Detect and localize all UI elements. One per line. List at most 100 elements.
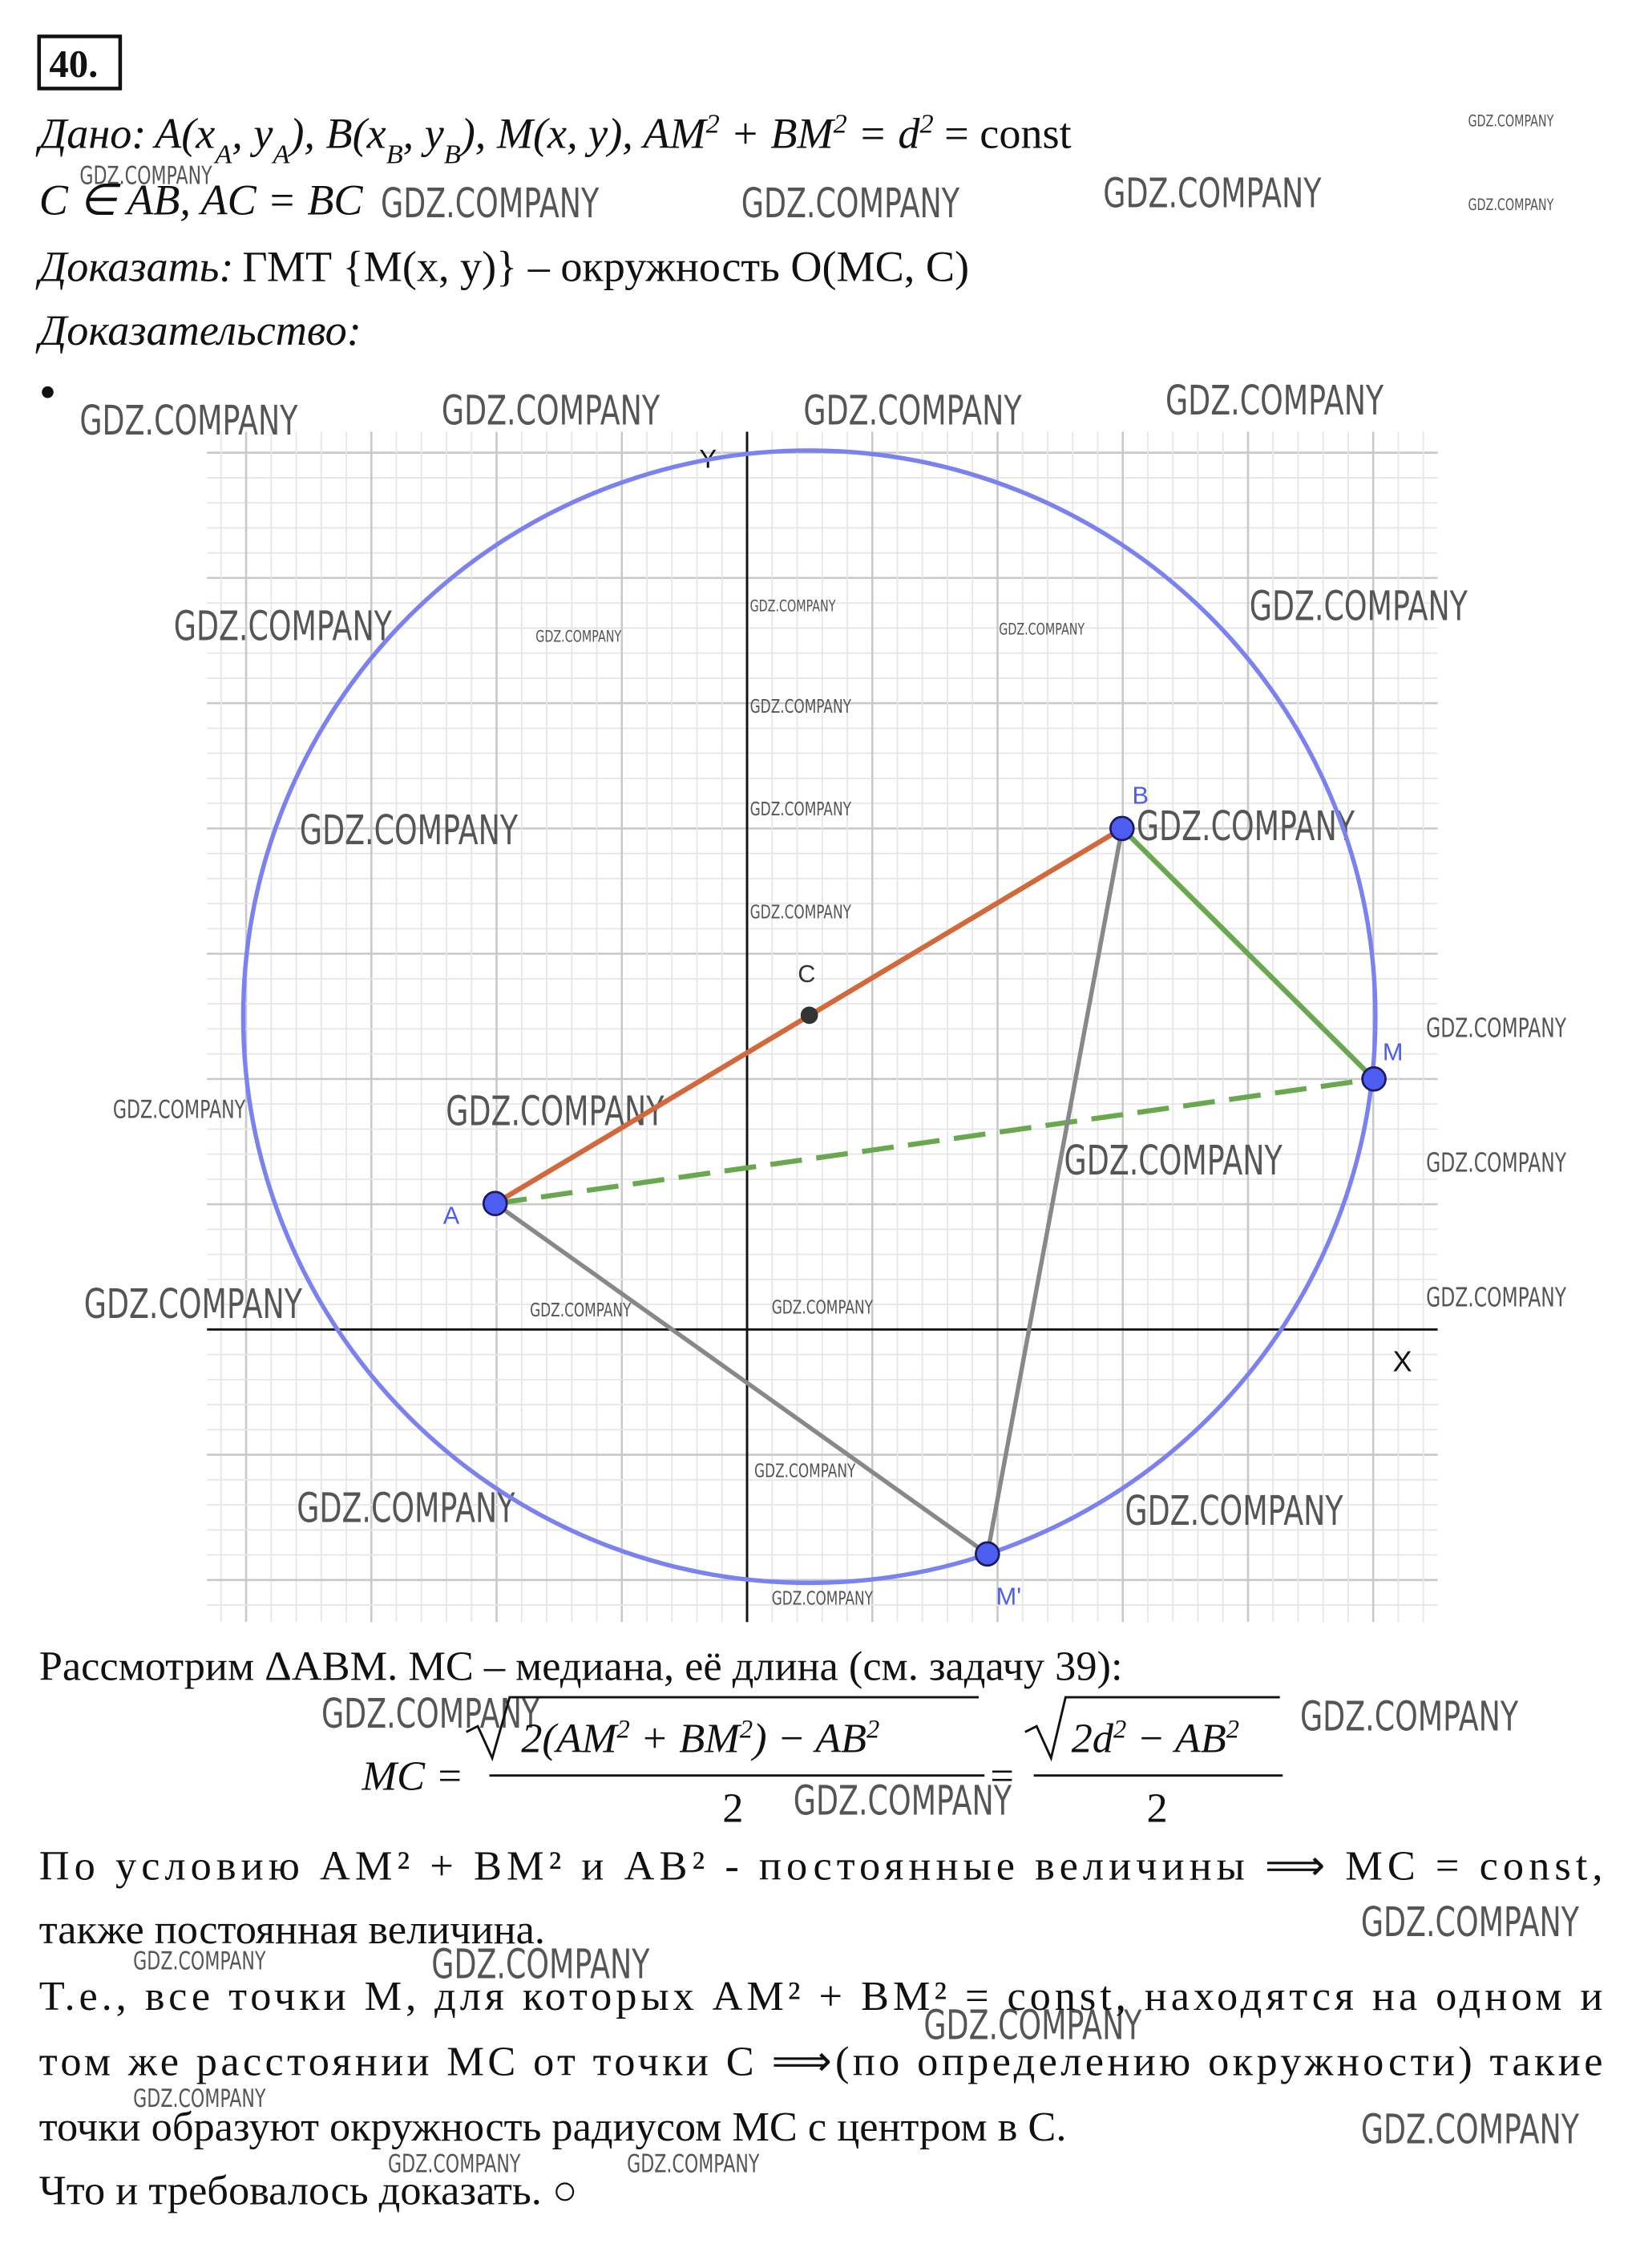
bullet: • [39, 366, 56, 420]
denominator: 2 [722, 1785, 743, 1831]
given-line1: Дано: A(xA, yA), B(xB, yB), M(x, y), AM2 … [35, 108, 1072, 169]
math: ), B(x [287, 109, 386, 157]
watermark: GDZ.COMPANY [627, 2150, 760, 2179]
watermark: GDZ.COMPANY [133, 1947, 266, 1976]
watermark: GDZ.COMPANY [741, 180, 959, 228]
watermark: GDZ.COMPANY [1426, 1013, 1567, 1044]
math: , y [403, 109, 445, 157]
watermark: GDZ.COMPANY [750, 597, 836, 616]
math: 2 [706, 108, 720, 139]
math: 2 [616, 1716, 629, 1744]
proof-label: Доказательство: [35, 306, 362, 354]
math: ) − AB [750, 1716, 866, 1762]
watermark: GDZ.COMPANY [1468, 112, 1553, 131]
problem-number: 40. [49, 42, 98, 86]
grid [207, 431, 1438, 1623]
watermark: GDZ.COMPANY [1361, 1899, 1579, 1947]
watermark: GDZ.COMPANY [79, 162, 212, 191]
math: 2(AM [521, 1716, 620, 1762]
segment-bm-prime [985, 827, 1125, 1554]
watermark: GDZ.COMPANY [803, 388, 1021, 435]
watermark: GDZ.COMPANY [388, 2150, 521, 2179]
watermark: GDZ.COMPANY [381, 180, 599, 228]
math: ), M(x, y), AM [458, 109, 709, 157]
watermark: GDZ.COMPANY [772, 1296, 874, 1319]
paragraph-line: Т.е., все точки M, для которых AM² + BM²… [39, 1973, 1603, 2019]
watermark: GDZ.COMPANY [297, 1486, 515, 1533]
math: + BM [630, 1716, 742, 1762]
numerator: 2d2 − AB2 [1072, 1716, 1239, 1762]
point-label: M [1383, 1037, 1404, 1065]
math: B [444, 139, 461, 169]
math: 2 [919, 108, 933, 139]
watermark: GDZ.COMPANY [923, 2002, 1141, 2049]
watermark: GDZ.COMPANY [79, 398, 297, 445]
sqrt-sign [465, 1696, 979, 1762]
watermark: GDZ.COMPANY [321, 1691, 539, 1738]
paragraph-line: точки образуют окружность радиусом MC с … [39, 2104, 1067, 2150]
math: = const [934, 109, 1072, 157]
axis-label: X [1393, 1345, 1412, 1378]
point-label: B [1132, 782, 1148, 810]
point [800, 1006, 818, 1025]
prove-label: Доказать: [35, 243, 234, 291]
denominator: 2 [1147, 1785, 1168, 1831]
segment-bm [1120, 827, 1376, 1081]
point [975, 1541, 1000, 1567]
watermark: GDZ.COMPANY [431, 1942, 649, 1989]
math: 2 [834, 108, 847, 139]
watermark: GDZ.COMPANY [300, 807, 518, 855]
watermark: GDZ.COMPANY [446, 1089, 664, 1136]
watermark: GDZ.COMPANY [1361, 2107, 1579, 2154]
math: A [271, 139, 290, 169]
watermark: GDZ.COMPANY [442, 388, 660, 435]
watermark: GDZ.COMPANY [1137, 803, 1355, 851]
math: = d [847, 109, 921, 157]
point [1361, 1066, 1387, 1092]
watermark: GDZ.COMPANY [750, 901, 852, 924]
watermark: GDZ.COMPANY [84, 1281, 302, 1328]
formula-lhs: MC = [362, 1753, 464, 1800]
math: B [386, 139, 403, 169]
watermark: GDZ.COMPANY [113, 1096, 246, 1125]
formula: MC = 2(AM2 + BM2) − AB2 2 = 2d2 − AB2 2 [362, 1696, 1283, 1831]
watermark: GDZ.COMPANY [1064, 1138, 1283, 1185]
point [482, 1191, 508, 1217]
watermark: GDZ.COMPANY [1300, 1694, 1518, 1741]
point-label: C [798, 960, 815, 988]
paragraph-line: По условию AM² + BM² и AB² - постоянные … [39, 1843, 1603, 1890]
math: − AB [1126, 1716, 1226, 1762]
number-box [37, 34, 123, 91]
watermark: GDZ.COMPANY [535, 628, 621, 646]
watermark: GDZ.COMPANY [772, 1587, 874, 1610]
diagram: X Y A B C M M' [207, 431, 1438, 1623]
math: 2 [1226, 1716, 1239, 1744]
segment-am [495, 1076, 1375, 1207]
watermark: GDZ.COMPANY [794, 1778, 1012, 1825]
math: , y [232, 109, 273, 157]
watermark: GDZ.COMPANY [754, 1460, 856, 1482]
segment-am-prime [494, 1201, 989, 1556]
watermark: GDZ.COMPANY [1426, 1148, 1567, 1178]
math: 2d [1072, 1716, 1114, 1762]
paragraph: Рассмотрим ΔABM. MC – медиана, её длина … [39, 1643, 1123, 1689]
math: A(x [152, 109, 215, 157]
watermarks: GDZ.COMPANY GDZ.COMPANY GDZ.COMPANY GDZ.COM… [79, 112, 1579, 2178]
watermark: GDZ.COMPANY [1125, 1488, 1343, 1535]
given-label: Дано: [35, 109, 147, 157]
watermark: GDZ.COMPANY [133, 2085, 266, 2114]
given-line2: C ∈ AB, AC = BC [39, 176, 364, 224]
equals: = [990, 1753, 1014, 1800]
watermark: GDZ.COMPANY [1103, 171, 1321, 218]
prove-text: ГМТ {M(x, y)} – окружность O(MC, C) [242, 243, 969, 291]
watermark: GDZ.COMPANY [750, 798, 852, 820]
prove-line: Доказать: ГМТ {M(x, y)} – окружность O(MC… [35, 243, 969, 291]
watermark: GDZ.COMPANY [530, 1299, 632, 1321]
watermark: GDZ.COMPANY [1165, 378, 1384, 425]
point-label: M' [996, 1583, 1021, 1611]
math: 2 [866, 1716, 879, 1744]
math: 2 [1113, 1716, 1126, 1744]
circle [240, 448, 1378, 1586]
watermark: GDZ.COMPANY [1468, 196, 1553, 215]
